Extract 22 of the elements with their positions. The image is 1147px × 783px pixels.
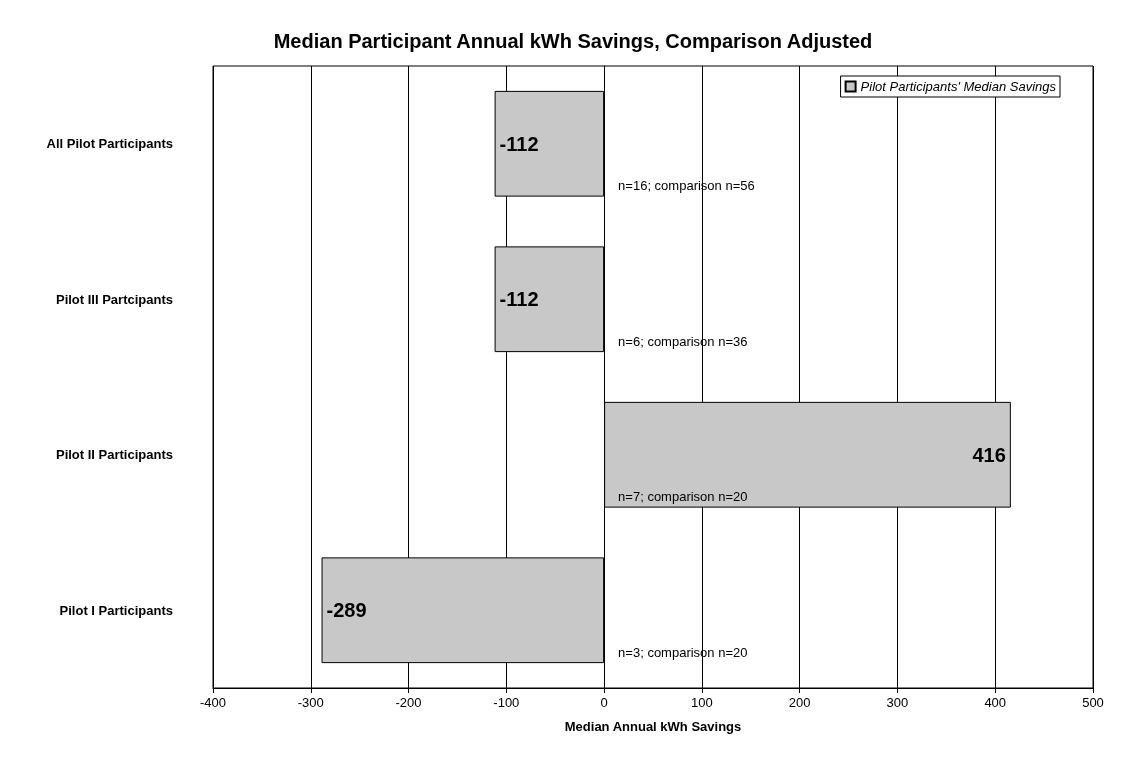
x-tick-label: -400: [199, 695, 227, 710]
x-axis-title: Median Annual kWh Savings: [564, 719, 742, 734]
chart-title: Median Participant Annual kWh Savings, Comparison Adjusted: [273, 30, 873, 52]
data-label: -112: [499, 288, 539, 311]
x-tick-label: -100: [493, 695, 520, 710]
x-tick-label: 200: [788, 695, 811, 710]
x-tick-label: 500: [1082, 695, 1104, 710]
x-tick-label: -300: [297, 695, 324, 710]
x-tick-label: 100: [691, 695, 713, 710]
annotation: n=7; comparison n=20: [618, 489, 748, 505]
y-tick-label: Pilot I Participants: [59, 602, 173, 618]
y-tick-label: Pilot III Partcipants: [55, 291, 173, 307]
y-tick-label: Pilot II Participants: [55, 447, 173, 463]
x-tick-label: 400: [984, 695, 1007, 710]
x-tick-label: 300: [886, 695, 909, 710]
legend-label: Pilot Participants' Median Savings: [860, 79, 1057, 94]
x-tick-label: 0: [600, 695, 608, 710]
data-label: -289: [326, 599, 367, 622]
x-tick-label: -200: [395, 695, 422, 710]
data-label: -112: [499, 132, 539, 155]
data-label: 416: [972, 443, 1006, 466]
y-tick-label: All Pilot Participants: [46, 136, 173, 152]
